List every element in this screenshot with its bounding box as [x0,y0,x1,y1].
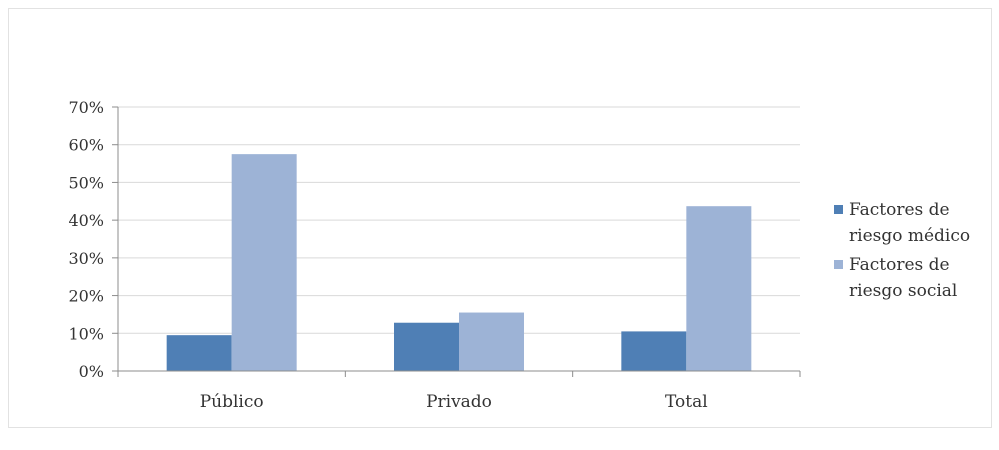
y-tick-label: 70% [68,98,104,117]
y-tick-label: 60% [68,136,104,155]
y-tick-label: 40% [68,211,104,230]
legend-label: Factores de [849,255,950,275]
legend-label: riesgo médico [849,226,970,246]
y-tick-label: 30% [68,249,104,268]
x-category-label: Público [200,392,264,412]
bar [621,331,687,371]
axes [112,106,801,377]
bar [166,335,232,371]
legend: Factores de riesgo médico Factores de riesg… [834,200,970,301]
axis-labels: 0% 10% 20% 30% 40% 50% 60% 70% Público Privado Tot… [68,98,707,412]
legend-label: Factores de [849,200,950,220]
x-category-label: Total [665,392,708,412]
bars [166,154,752,371]
bar [459,312,524,371]
chart-frame [8,8,992,428]
legend-swatch [834,260,843,269]
bar [394,322,459,371]
y-tick-label: 50% [68,173,104,192]
y-tick-label: 0% [79,362,104,381]
bar [231,154,297,371]
legend-swatch [834,205,843,214]
legend-label: riesgo social [849,281,957,301]
x-category-label: Privado [426,392,492,412]
y-tick-label: 20% [68,287,104,306]
y-tick-label: 10% [68,324,104,343]
bar [686,206,752,371]
